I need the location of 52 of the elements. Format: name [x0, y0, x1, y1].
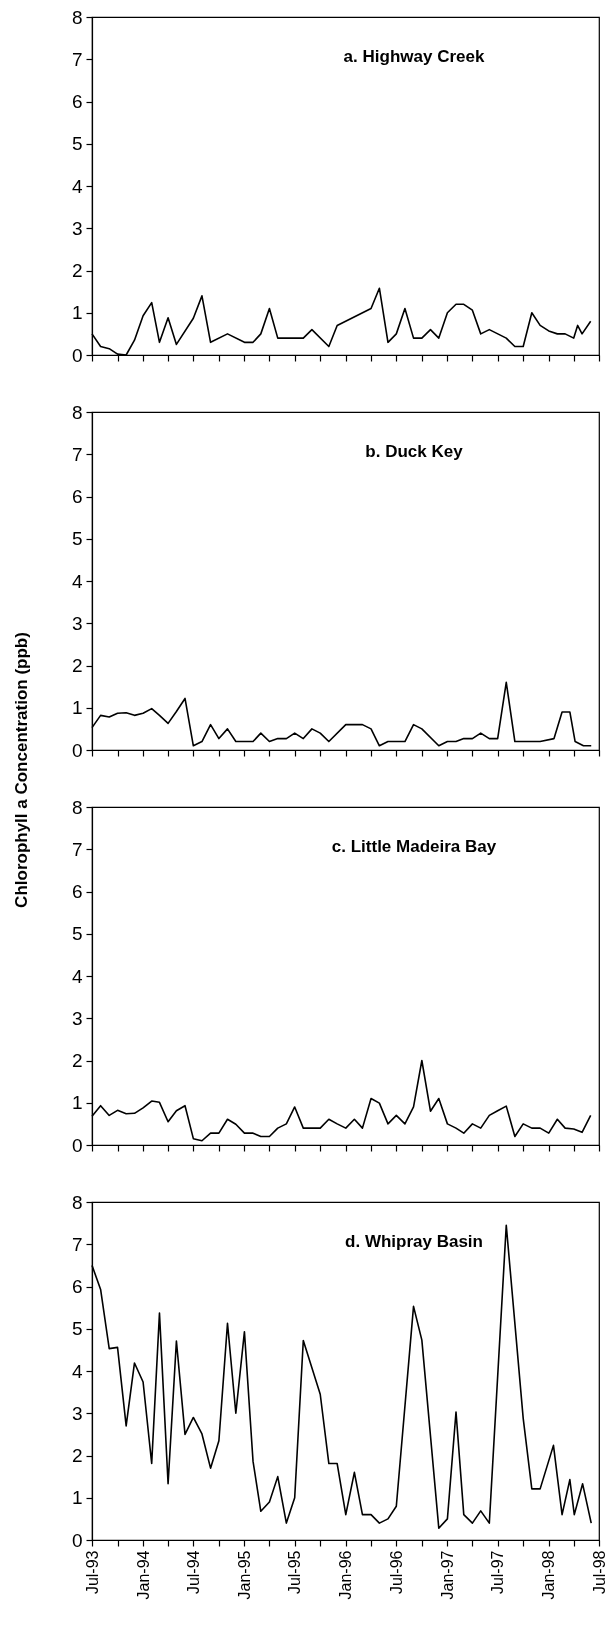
text: d. Whipray Basin — [345, 1232, 483, 1251]
y-tick-label: 0 — [71, 1529, 83, 1551]
y-tick-label: 4 — [71, 175, 83, 197]
x-tick-label: Jul-98 — [590, 1550, 608, 1595]
y-tick-label: 5 — [71, 923, 83, 945]
y-tick-label: 0 — [71, 739, 83, 761]
y-tick-label: 1 — [71, 1092, 83, 1114]
x-tick-label: Jul-97 — [489, 1550, 507, 1595]
y-tick-label: 8 — [71, 6, 83, 28]
y-tick-label: 1 — [71, 1487, 83, 1509]
y-tick-label: 2 — [71, 655, 83, 676]
y-tick-label: 7 — [71, 838, 83, 860]
y-tick-label: 1 — [71, 697, 83, 719]
y-tick-label: 2 — [71, 1445, 83, 1466]
y-tick-label: 0 — [71, 1134, 83, 1156]
y-tick-label: 6 — [71, 881, 83, 902]
y-tick-label: 0 — [71, 344, 83, 366]
x-tick-label: Jan-94 — [134, 1550, 152, 1600]
text: a. Highway Creek — [343, 47, 485, 66]
x-tick-label: Jul-93 — [83, 1550, 101, 1595]
y-tick-label: 6 — [71, 91, 83, 112]
y-tick-label: 5 — [71, 528, 83, 550]
x-tick-label: Jul-95 — [286, 1550, 304, 1595]
text: c. Little Madeira Bay — [331, 837, 497, 856]
y-tick-label: 7 — [71, 48, 83, 70]
y-tick-label: 4 — [71, 1360, 83, 1382]
y-tick-label: 3 — [71, 1007, 83, 1029]
y-tick-label: 2 — [71, 260, 83, 281]
y-tick-label: 3 — [71, 217, 83, 239]
y-tick-label: 6 — [71, 486, 83, 507]
x-tick-label: Jul-94 — [184, 1550, 202, 1595]
x-tick-label: Jan-98 — [540, 1550, 558, 1600]
y-tick-label: 8 — [71, 796, 83, 818]
y-tick-label: 3 — [71, 612, 83, 634]
y-tick-label: 5 — [71, 1318, 83, 1340]
x-tick-label: Jan-95 — [235, 1550, 253, 1600]
x-tick-label: Jan-96 — [337, 1550, 355, 1600]
x-tick-label: Jul-96 — [387, 1550, 405, 1595]
y-tick-label: 3 — [71, 1402, 83, 1424]
y-tick-label: 7 — [71, 1233, 83, 1255]
y-axis-title: Chlorophyll a Concentration (ppb) — [12, 632, 32, 908]
y-tick-label: 2 — [71, 1050, 83, 1071]
y-tick-label: 8 — [71, 401, 83, 423]
y-tick-label: 4 — [71, 965, 83, 987]
text: b. Duck Key — [365, 442, 464, 461]
y-tick-label: 1 — [71, 302, 83, 324]
y-tick-label: 7 — [71, 443, 83, 465]
y-tick-label: 8 — [71, 1191, 83, 1213]
y-tick-label: 5 — [71, 133, 83, 155]
y-tick-label: 6 — [71, 1276, 83, 1297]
x-tick-label: Jan-97 — [438, 1550, 456, 1600]
y-tick-label: 4 — [71, 570, 83, 592]
